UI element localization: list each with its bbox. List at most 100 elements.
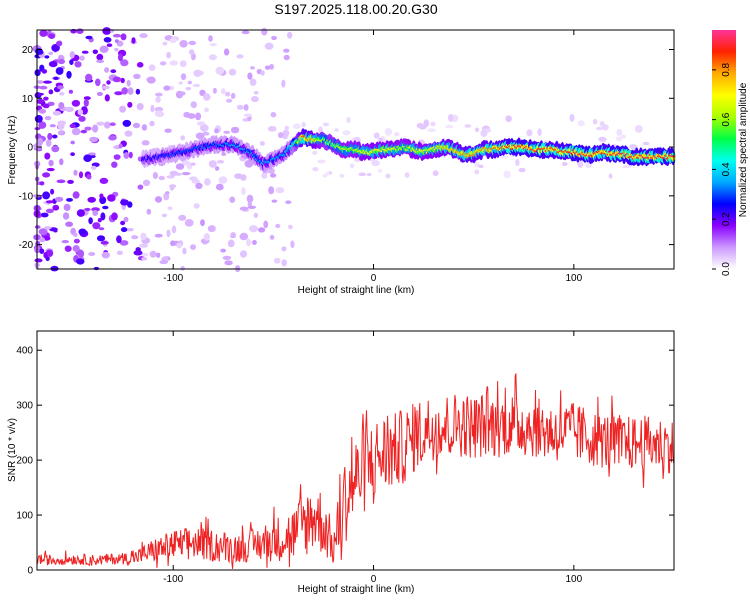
- spectral-noise-cell: [230, 126, 240, 134]
- spectral-noise-cell: [385, 173, 391, 179]
- spectral-noise-cell: [98, 227, 105, 231]
- spectral-noise-cell: [70, 152, 75, 157]
- spectral-noise-cell: [562, 162, 568, 166]
- spectral-noise-cell: [268, 167, 275, 174]
- spectral-noise-cell: [243, 104, 249, 111]
- spectral-noise-cell: [592, 118, 598, 125]
- spectral-noise-cell: [290, 240, 295, 249]
- spectral-noise-cell: [74, 61, 82, 68]
- spectral-noise-cell: [622, 165, 631, 169]
- spectral-noise-cell: [231, 92, 236, 99]
- colorbar-tick-label: 0.0: [721, 262, 732, 276]
- spectral-noise-cell: [226, 98, 233, 103]
- spectral-noise-cell: [100, 241, 109, 245]
- spectral-noise-cell: [200, 219, 205, 227]
- spectral-noise-cell: [146, 208, 152, 215]
- spectral-noise-cell: [448, 114, 454, 122]
- spectral-noise-cell: [169, 184, 177, 189]
- spectral-noise-cell: [43, 226, 52, 230]
- spectral-noise-cell: [163, 85, 171, 91]
- spectral-noise-cell: [288, 224, 293, 230]
- spectral-noise-cell: [322, 122, 330, 127]
- spectral-noise-cell: [120, 227, 128, 233]
- spectral-noise-cell: [128, 151, 133, 159]
- spectral-noise-cell: [42, 172, 51, 178]
- spectral-noise-cell: [39, 237, 46, 243]
- spectral-noise-cell: [48, 33, 56, 39]
- spectral-noise-cell: [285, 200, 292, 204]
- spectral-noise-cell: [84, 126, 92, 131]
- spectral-noise-cell: [577, 160, 584, 168]
- snr-x-label: Height of straight line (km): [298, 584, 415, 595]
- spectral-noise-cell: [118, 143, 123, 149]
- spectral-noise-cell: [190, 162, 196, 166]
- spectral-noise-cell: [214, 128, 219, 134]
- spectral-noise-cell: [526, 129, 533, 137]
- spectral-noise-cell: [34, 258, 43, 263]
- spectral-noise-cell: [358, 172, 367, 177]
- spectral-noise-cell: [275, 187, 285, 194]
- spectral-noise-cell: [474, 169, 480, 175]
- spectral-noise-cell: [515, 159, 520, 166]
- spectral-noise-cell: [195, 112, 202, 121]
- spectral-noise-cell: [44, 152, 51, 160]
- spectral-noise-cell: [292, 123, 301, 130]
- spectrogram-x-label: Height of straight line (km): [298, 285, 415, 296]
- spectral-noise-cell: [100, 212, 106, 221]
- spectral-noise-cell: [215, 183, 224, 191]
- spectral-noise-cell: [55, 67, 64, 75]
- y-tick-label: 100: [16, 511, 33, 522]
- spectral-noise-cell: [87, 196, 96, 203]
- spectral-noise-cell: [192, 83, 201, 88]
- spectral-noise-cell: [161, 213, 168, 218]
- x-tick-label: 100: [565, 273, 582, 284]
- spectral-noise-cell: [269, 63, 275, 70]
- spectral-noise-cell: [577, 120, 585, 127]
- spectral-noise-cell: [190, 101, 197, 109]
- spectral-noise-cell: [190, 244, 196, 251]
- colorbar-label: Normalized spectral amplitude: [738, 82, 749, 217]
- y-tick-label: 400: [16, 346, 33, 357]
- spectral-noise-cell: [63, 203, 71, 211]
- spectral-noise-cell: [269, 173, 277, 178]
- spectral-noise-cell: [273, 257, 281, 264]
- spectral-noise-cell: [112, 76, 122, 83]
- spectral-noise-cell: [480, 129, 488, 137]
- spectral-noise-cell: [154, 110, 163, 117]
- spectral-noise-cell: [159, 260, 168, 265]
- spectral-noise-cell: [65, 221, 73, 227]
- spectral-noise-cell: [141, 124, 148, 131]
- spectral-noise-cell: [180, 135, 186, 141]
- spectral-noise-cell: [51, 44, 60, 52]
- spectral-noise-cell: [47, 132, 53, 141]
- spectral-noise-cell: [133, 250, 143, 256]
- spectral-noise-cell: [121, 87, 128, 95]
- y-tick-label: -10: [19, 191, 34, 202]
- spectral-noise-cell: [334, 128, 339, 132]
- spectral-noise-cell: [155, 96, 161, 103]
- spectral-noise-cell: [281, 246, 287, 252]
- spectral-noise-cell: [86, 174, 92, 180]
- spectral-noise-cell: [57, 85, 64, 90]
- spectral-noise-cell: [629, 144, 638, 150]
- spectral-noise-cell: [77, 250, 85, 258]
- spectral-noise-cell: [68, 89, 73, 94]
- spectral-noise-cell: [228, 68, 237, 76]
- spectral-noise-cell: [34, 225, 41, 229]
- spectral-noise-cell: [123, 216, 129, 223]
- spectral-noise-cell: [52, 134, 58, 139]
- spectral-noise-cell: [224, 260, 233, 266]
- spectral-noise-cell: [102, 205, 109, 210]
- spectral-noise-cell: [349, 163, 355, 169]
- spectral-noise-cell: [39, 181, 45, 186]
- spectral-noise-cell: [261, 27, 268, 36]
- spectral-noise-cell: [166, 229, 171, 238]
- spectral-noise-cell: [133, 73, 141, 79]
- spectral-noise-cell: [136, 62, 144, 68]
- spectral-noise-cell: [99, 193, 104, 199]
- spectral-noise-cell: [384, 127, 393, 136]
- spectral-noise-cell: [131, 37, 136, 44]
- spectral-noise-cell: [114, 39, 119, 43]
- spectral-noise-cell: [38, 121, 47, 129]
- spectral-noise-cell: [427, 128, 436, 133]
